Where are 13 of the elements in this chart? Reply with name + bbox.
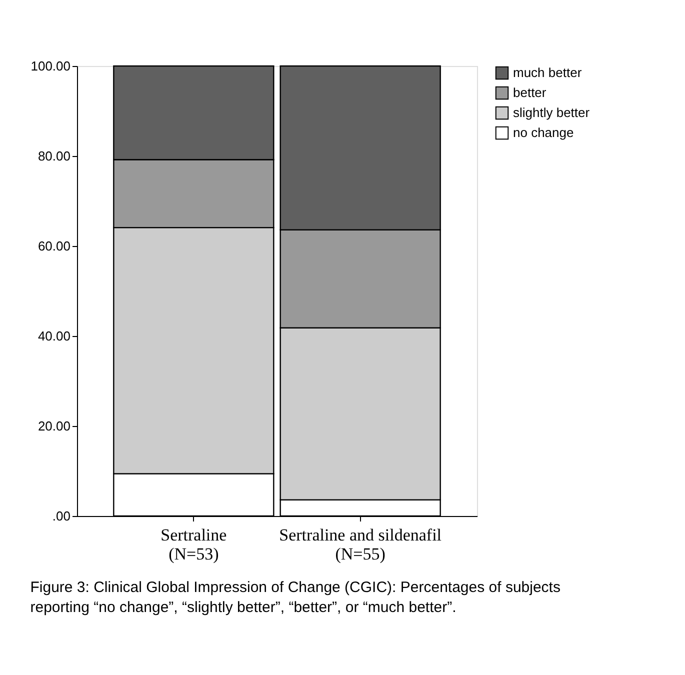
legend-label: slightly better <box>513 105 590 120</box>
y-tick-label: .00 <box>52 508 70 524</box>
x-tick-label: Sertraline and sildenafil (N=55) <box>279 526 442 564</box>
y-tick-label: 100.00 <box>30 58 70 74</box>
x-tick-label: Sertraline (N=53) <box>160 526 227 564</box>
caption: Figure 3: Clinical Global Impression of Change (CGIC): Percentages of subjects reporting “no change”, “slightly better”, “better”, or “much better”. <box>30 579 560 616</box>
legend-label: much better <box>513 65 582 80</box>
y-tick-label: 60.00 <box>38 238 70 254</box>
y-tick-label: 80.00 <box>38 148 70 164</box>
legend-label: better <box>513 85 547 100</box>
y-tick-label: 40.00 <box>38 328 70 344</box>
legend-label: no change <box>513 125 574 140</box>
y-tick-label: 20.00 <box>38 418 70 434</box>
